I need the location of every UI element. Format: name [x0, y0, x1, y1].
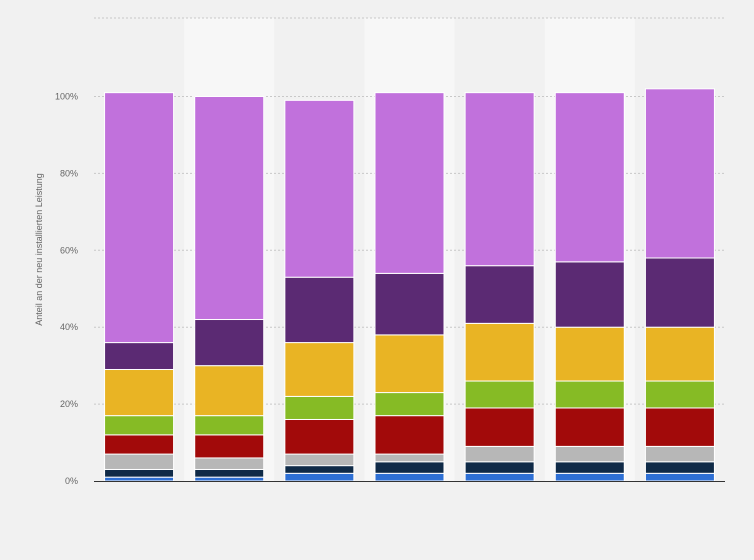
bar-segment [194, 415, 265, 436]
bar-segment [464, 92, 535, 267]
bar-stack [644, 88, 715, 482]
bar-segment [464, 472, 535, 482]
bar-segment [554, 380, 625, 409]
bar-segment [104, 92, 175, 344]
bar-segment [194, 457, 265, 470]
bar-segment [554, 326, 625, 382]
bar-segment [194, 476, 265, 482]
bar-segment [374, 453, 445, 463]
bar-segment [554, 445, 625, 463]
bar-segment [284, 99, 355, 278]
y-tick-label: 80% [60, 168, 78, 178]
bar-segment [464, 445, 535, 463]
y-axis-title: Anteil an der neu installierten Leistung [34, 173, 44, 326]
bar-segment [644, 88, 715, 259]
y-tick-label: 0% [65, 476, 78, 486]
bar-segment [284, 342, 355, 397]
bar-segment [104, 453, 175, 470]
bar-segment [554, 461, 625, 474]
bar-stack [104, 92, 175, 482]
bar-segment [644, 472, 715, 482]
bar-segment [464, 407, 535, 447]
bar-stack [464, 92, 535, 482]
bar-segment [104, 368, 175, 417]
y-tick-label: 100% [55, 92, 78, 102]
bar-segment [554, 261, 625, 328]
bar-segment [374, 461, 445, 474]
bar-segment [374, 92, 445, 274]
bar-segment [374, 472, 445, 482]
bar-segment [644, 407, 715, 447]
bar-segment [194, 468, 265, 478]
bar-segment [554, 472, 625, 482]
bar-segment [464, 461, 535, 474]
bar-segment [464, 380, 535, 409]
bar-segment [104, 434, 175, 455]
bar-segment [644, 326, 715, 382]
bar-segment [644, 461, 715, 474]
bar-segment [104, 342, 175, 370]
bar-segment [374, 334, 445, 394]
bar-segment [194, 96, 265, 321]
bar-stack [554, 92, 625, 482]
bar-segment [464, 322, 535, 382]
bar-segment [284, 395, 355, 420]
bar-segment [284, 472, 355, 482]
bar-segment [284, 276, 355, 344]
bar-segment [644, 257, 715, 328]
bar-segment [194, 365, 265, 417]
bar-segment [374, 415, 445, 455]
bar-segment [194, 434, 265, 459]
bar-stack [374, 92, 445, 482]
bar-segment [374, 272, 445, 336]
bar-segment [374, 392, 445, 417]
bar-segment [554, 407, 625, 447]
bar-segment [644, 445, 715, 463]
bar-segment [554, 92, 625, 263]
bar-segment [104, 476, 175, 482]
bar-stack [194, 96, 265, 482]
bar-segment [284, 453, 355, 467]
bar-segment [644, 380, 715, 409]
y-tick-label: 60% [60, 245, 78, 255]
bar-segment [284, 465, 355, 474]
bar-stack [284, 99, 355, 482]
bar-segment [284, 418, 355, 455]
y-tick-label: 40% [60, 322, 78, 332]
bar-segment [194, 319, 265, 367]
y-tick-label: 20% [60, 399, 78, 409]
bar-segment [104, 468, 175, 478]
bar-segment [104, 415, 175, 436]
bar-segment [464, 265, 535, 324]
